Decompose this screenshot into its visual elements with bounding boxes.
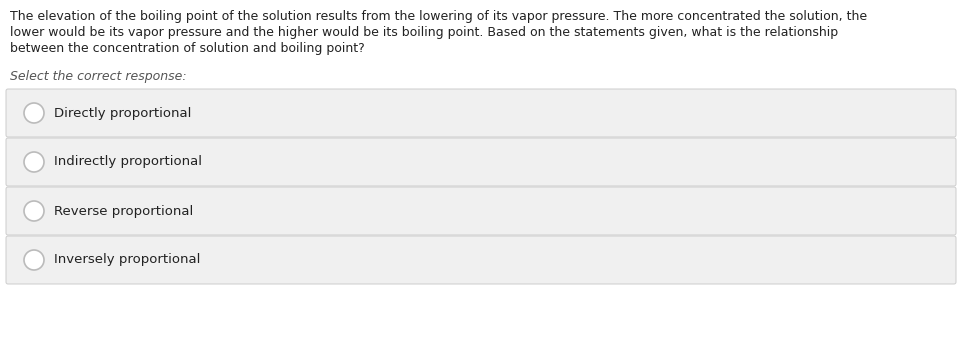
Text: Select the correct response:: Select the correct response:	[10, 70, 186, 83]
Circle shape	[24, 201, 44, 221]
Text: The elevation of the boiling point of the solution results from the lowering of : The elevation of the boiling point of th…	[10, 10, 866, 23]
FancyBboxPatch shape	[6, 187, 955, 235]
Circle shape	[24, 103, 44, 123]
FancyBboxPatch shape	[6, 236, 955, 284]
FancyBboxPatch shape	[6, 89, 955, 137]
Text: lower would be its vapor pressure and the higher would be its boiling point. Bas: lower would be its vapor pressure and th…	[10, 26, 837, 39]
Text: Directly proportional: Directly proportional	[54, 106, 191, 120]
Text: Inversely proportional: Inversely proportional	[54, 254, 200, 266]
Circle shape	[24, 152, 44, 172]
Text: Indirectly proportional: Indirectly proportional	[54, 156, 202, 168]
Text: Reverse proportional: Reverse proportional	[54, 204, 193, 218]
Text: between the concentration of solution and boiling point?: between the concentration of solution an…	[10, 42, 364, 55]
FancyBboxPatch shape	[6, 138, 955, 186]
Circle shape	[24, 250, 44, 270]
